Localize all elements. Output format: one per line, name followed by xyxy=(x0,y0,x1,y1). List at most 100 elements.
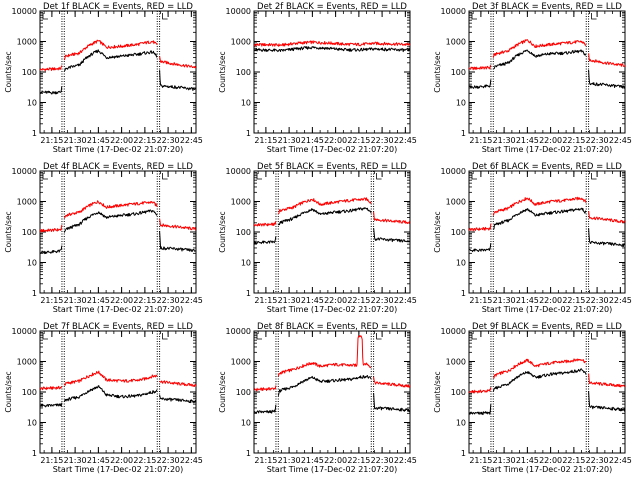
event-rate-series xyxy=(40,385,196,408)
y-tick-label: 1 xyxy=(461,289,466,298)
segment-marker xyxy=(591,173,597,180)
x-tick-label: 21:30 xyxy=(64,136,87,145)
x-axis-label: Start Time (17-Dec-02 21:07:20) xyxy=(267,465,398,474)
y-tick-label: 1 xyxy=(246,289,251,298)
y-axis-label: Counts/sec xyxy=(218,51,227,92)
x-tick-label: 22:15 xyxy=(347,136,370,145)
y-tick-label: 10 xyxy=(456,99,466,108)
x-tick-label: 21:45 xyxy=(87,296,110,305)
plot-frame xyxy=(253,170,411,294)
y-tick-label: 100 xyxy=(236,388,251,397)
x-tick-label: 21:30 xyxy=(278,456,301,465)
x-tick-label: 22:00 xyxy=(110,136,133,145)
x-axis-label: Start Time (17-Dec-02 21:07:20) xyxy=(267,305,398,314)
lld-rate-series xyxy=(469,196,625,232)
y-tick-label: 100 xyxy=(22,68,37,77)
detector-panel: Det 7f BLACK = Events, RED = LLD 1 10 100 10… xyxy=(4,322,203,474)
x-tick-label: 22:15 xyxy=(562,456,585,465)
x-tick-label: 22:45 xyxy=(180,136,203,145)
detector-panel: Det 9f BLACK = Events, RED = LLD 1 10 100 10… xyxy=(433,322,632,474)
x-tick-label: 22:00 xyxy=(324,136,347,145)
y-axis-label: Counts/sec xyxy=(218,371,227,412)
y-tick-label: 100 xyxy=(22,228,37,237)
y-tick-label: 10000 xyxy=(441,327,466,336)
y-tick-label: 1 xyxy=(461,129,466,138)
y-axis-label: Counts/sec xyxy=(218,211,227,252)
lld-rate-series xyxy=(254,335,410,392)
lld-rate-series xyxy=(40,370,196,391)
x-tick-label: 21:15 xyxy=(40,296,63,305)
y-axis-label: Counts/sec xyxy=(4,51,13,92)
x-tick-label: 21:15 xyxy=(254,136,277,145)
segment-marker xyxy=(42,173,48,180)
x-tick-label: 22:15 xyxy=(133,296,156,305)
y-tick-label: 10000 xyxy=(226,7,251,16)
x-tick-label: 22:30 xyxy=(371,456,394,465)
y-tick-label: 10000 xyxy=(12,327,37,336)
plot-frame xyxy=(253,330,411,454)
x-tick-label: 21:30 xyxy=(493,296,516,305)
x-tick-label: 22:00 xyxy=(324,296,347,305)
x-axis-label: Start Time (17-Dec-02 21:07:20) xyxy=(53,145,184,154)
x-tick-label: 21:15 xyxy=(254,296,277,305)
x-tick-label: 21:30 xyxy=(64,456,87,465)
y-tick-label: 1000 xyxy=(17,38,37,47)
panel-title: Det 4f BLACK = Events, RED = LLD xyxy=(43,162,193,172)
segment-marker xyxy=(162,13,168,20)
segment-marker xyxy=(162,333,168,340)
y-tick-label: 1 xyxy=(32,289,37,298)
x-tick-label: 21:45 xyxy=(301,456,324,465)
x-axis-label: Start Time (17-Dec-02 21:07:20) xyxy=(53,465,184,474)
segment-marker xyxy=(376,173,382,180)
y-tick-label: 1000 xyxy=(231,38,251,47)
lld-rate-series xyxy=(254,40,410,47)
y-tick-label: 1000 xyxy=(17,358,37,367)
y-axis-label: Counts/sec xyxy=(433,51,442,92)
x-tick-label: 22:30 xyxy=(586,136,609,145)
y-tick-label: 1 xyxy=(461,449,466,458)
panel-title: Det 5f BLACK = Events, RED = LLD xyxy=(257,162,407,172)
segment-marker xyxy=(591,13,597,20)
segment-marker xyxy=(256,333,262,340)
x-tick-label: 21:30 xyxy=(278,136,301,145)
x-tick-label: 22:45 xyxy=(180,296,203,305)
y-axis-label: Counts/sec xyxy=(4,211,13,252)
x-tick-label: 21:30 xyxy=(493,136,516,145)
segment-marker xyxy=(162,173,168,180)
detector-panel: Det 6f BLACK = Events, RED = LLD 1 10 100 10… xyxy=(433,162,632,314)
y-tick-label: 1000 xyxy=(231,358,251,367)
y-tick-label: 10 xyxy=(241,419,251,428)
x-tick-label: 22:00 xyxy=(539,136,562,145)
x-tick-label: 22:30 xyxy=(371,296,394,305)
x-tick-label: 22:30 xyxy=(586,296,609,305)
x-tick-label: 22:00 xyxy=(539,456,562,465)
x-tick-label: 21:45 xyxy=(87,456,110,465)
y-tick-label: 1000 xyxy=(446,358,466,367)
y-tick-label: 1 xyxy=(32,449,37,458)
x-tick-label: 22:15 xyxy=(133,136,156,145)
panel-title: Det 7f BLACK = Events, RED = LLD xyxy=(43,322,193,332)
x-tick-label: 21:45 xyxy=(301,136,324,145)
x-tick-label: 22:15 xyxy=(347,296,370,305)
segment-marker xyxy=(591,333,597,340)
y-tick-label: 100 xyxy=(22,388,37,397)
y-tick-label: 1 xyxy=(32,129,37,138)
x-tick-label: 22:15 xyxy=(562,136,585,145)
x-tick-label: 22:00 xyxy=(110,296,133,305)
x-tick-label: 22:15 xyxy=(133,456,156,465)
lld-rate-series xyxy=(254,197,410,227)
segment-marker xyxy=(471,333,477,340)
y-tick-label: 100 xyxy=(236,228,251,237)
x-tick-label: 22:00 xyxy=(110,456,133,465)
x-tick-label: 21:45 xyxy=(516,136,539,145)
event-rate-series xyxy=(254,207,410,245)
panel-title: Det 8f BLACK = Events, RED = LLD xyxy=(257,322,407,332)
x-tick-label: 21:45 xyxy=(516,456,539,465)
x-tick-label: 21:30 xyxy=(64,296,87,305)
x-tick-label: 22:15 xyxy=(562,296,585,305)
panel-title: Det 9f BLACK = Events, RED = LLD xyxy=(472,322,622,332)
x-tick-label: 22:15 xyxy=(347,456,370,465)
x-tick-label: 21:15 xyxy=(254,456,277,465)
y-tick-label: 10000 xyxy=(441,7,466,16)
y-tick-label: 10 xyxy=(241,99,251,108)
